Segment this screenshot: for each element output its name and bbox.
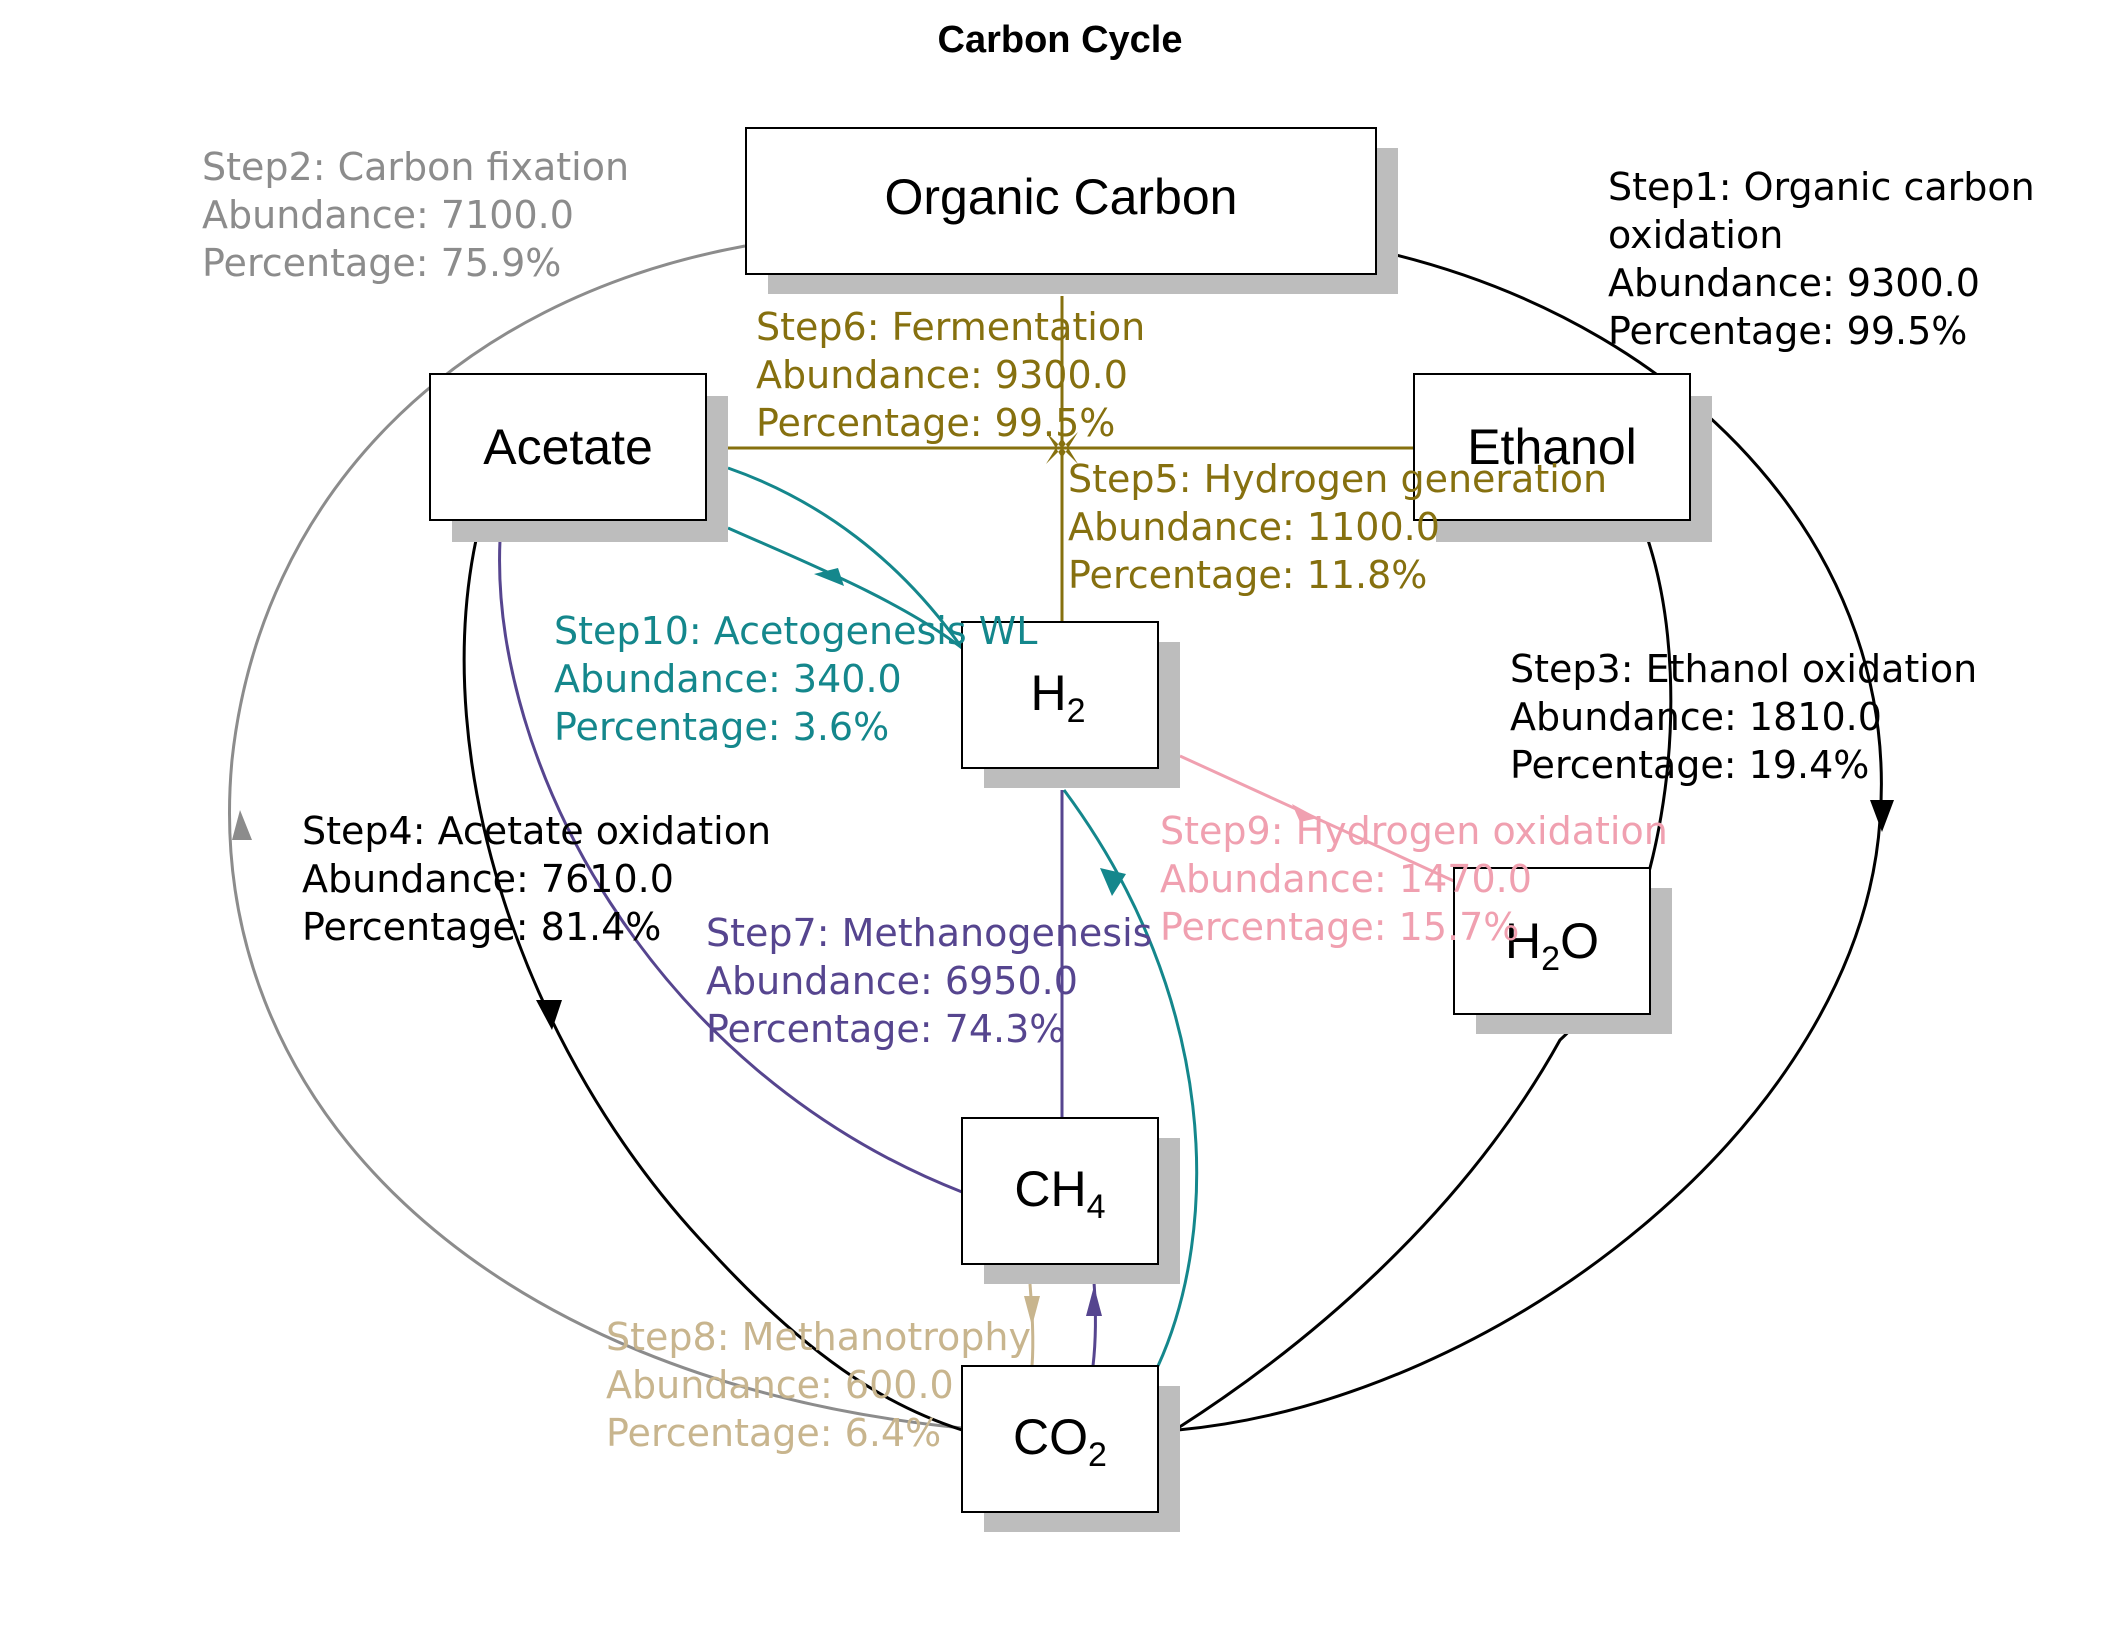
step6-name: Step6: Fermentation — [756, 305, 1145, 349]
step1-name-cont: oxidation — [1608, 213, 1783, 257]
arrow-step9 — [1292, 804, 1318, 822]
step1-name: Step1: Organic carbon — [1608, 165, 2035, 209]
node-h2-formula: H2 — [1030, 665, 1085, 730]
arrow-step10-co2 — [1100, 868, 1126, 896]
node-h2o: H2O — [1453, 867, 1672, 1034]
step10-label: Step10: Acetogenesis WL Abundance: 340.0… — [554, 609, 1050, 749]
arrow-step2 — [232, 810, 252, 840]
step9-label: Step9: Hydrogen oxidation Abundance: 147… — [1160, 809, 1680, 949]
step6-percentage: Percentage: 99.5% — [756, 401, 1115, 445]
arrow-step7 — [1086, 1286, 1102, 1316]
step7-name: Step7: Methanogenesis — [706, 911, 1152, 955]
step10-name: Step10: Acetogenesis WL — [554, 609, 1037, 653]
edge-step2-carbon-fixation — [228, 244, 963, 1430]
step7-abundance: Abundance: 6950.0 — [706, 959, 1078, 1003]
node-ch4-box — [961, 1117, 1159, 1265]
step1-label: Step1: Organic carbon oxidation Abundanc… — [1608, 165, 2047, 353]
step2-label: Step2: Carbon fixation Abundance: 7100.0… — [202, 145, 641, 285]
step9-percentage: Percentage: 15.7% — [1160, 905, 1519, 949]
node-h2o-suffix: O — [1560, 913, 1599, 969]
step6-abundance: Abundance: 9300.0 — [756, 353, 1128, 397]
step3-name: Step3: Ethanol oxidation — [1510, 647, 1977, 691]
edge-step3-ethanol-oxidation — [1177, 539, 1673, 1430]
edge-step4-acetate-oxidation — [462, 539, 963, 1432]
step7-percentage: Percentage: 74.3% — [706, 1007, 1065, 1051]
arrow-step6-junction — [1046, 432, 1078, 464]
step9-abundance: Abundance: 1470.0 — [1160, 857, 1532, 901]
node-co2-box — [961, 1365, 1159, 1513]
node-co2-subscript: 2 — [1088, 1436, 1107, 1474]
node-organic-carbon-label: Organic Carbon — [885, 169, 1238, 225]
node-co2-label: CO — [1013, 1409, 1088, 1465]
node-h2-label: H — [1030, 665, 1066, 721]
node-ch4-label: CH — [1014, 1161, 1086, 1217]
node-h2o-box — [1453, 867, 1651, 1015]
arrow-step4 — [536, 1000, 562, 1030]
step2-percentage: Percentage: 75.9% — [202, 241, 561, 285]
node-co2: CO2 — [961, 1365, 1180, 1532]
node-ethanol-box — [1413, 373, 1691, 521]
node-h2o-label: H — [1505, 913, 1541, 969]
step10-percentage: Percentage: 3.6% — [554, 705, 889, 749]
edge-step8-methanotrophy — [1028, 1283, 1035, 1367]
step4-abundance: Abundance: 7610.0 — [302, 857, 674, 901]
step3-percentage: Percentage: 19.4% — [1510, 743, 1869, 787]
node-ch4-subscript: 4 — [1087, 1188, 1106, 1226]
step8-name: Step8: Methanotrophy — [606, 1315, 1031, 1359]
node-acetate: Acetate — [429, 373, 728, 542]
node-h2-subscript: 2 — [1067, 692, 1086, 730]
step8-label: Step8: Methanotrophy Abundance: 600.0 Pe… — [606, 1315, 1043, 1455]
step8-percentage: Percentage: 6.4% — [606, 1411, 941, 1455]
step5-percentage: Percentage: 11.8% — [1068, 553, 1427, 597]
node-ethanol-label: Ethanol — [1467, 419, 1637, 475]
node-h2o-subscript: 2 — [1541, 940, 1560, 978]
edge-step9-hydrogen-oxidation — [1179, 754, 1457, 884]
step3-abundance: Abundance: 1810.0 — [1510, 695, 1882, 739]
step1-percentage: Percentage: 99.5% — [1608, 309, 1967, 353]
node-ethanol: Ethanol — [1413, 373, 1712, 542]
node-acetate-box — [429, 373, 707, 521]
step6-label: Step6: Fermentation Abundance: 9300.0 Pe… — [756, 305, 1157, 445]
step4-name: Step4: Acetate oxidation — [302, 809, 771, 853]
node-organic-carbon: Organic Carbon — [745, 127, 1398, 294]
arrow-step10 — [814, 568, 844, 586]
step10-abundance: Abundance: 340.0 — [554, 657, 902, 701]
edge-step10-acetogenesis-a — [727, 466, 964, 649]
node-organic-carbon-box — [745, 127, 1377, 275]
edge-step10-acetogenesis-b — [727, 526, 963, 650]
step2-abundance: Abundance: 7100.0 — [202, 193, 574, 237]
step9-name: Step9: Hydrogen oxidation — [1160, 809, 1668, 853]
arrow-step1 — [1870, 800, 1894, 832]
node-co2-formula: CO2 — [1013, 1409, 1107, 1474]
node-ch4-formula: CH4 — [1014, 1161, 1105, 1226]
step4-label: Step4: Acetate oxidation Abundance: 7610… — [302, 809, 783, 949]
node-h2: H2 — [961, 621, 1180, 788]
step5-name: Step5: Hydrogen generation — [1068, 457, 1607, 501]
node-acetate-label: Acetate — [483, 419, 653, 475]
node-h2-box — [961, 621, 1159, 769]
node-ch4: CH4 — [961, 1117, 1180, 1284]
step5-abundance: Abundance: 1100.0 — [1068, 505, 1440, 549]
diagram-title: Carbon Cycle — [938, 19, 1183, 61]
step4-percentage: Percentage: 81.4% — [302, 905, 661, 949]
edge-step7-methanogenesis-acetate — [498, 539, 963, 1194]
step5-label: Step5: Hydrogen generation Abundance: 11… — [1068, 457, 1619, 597]
step8-abundance: Abundance: 600.0 — [606, 1363, 954, 1407]
step7-label: Step7: Methanogenesis Abundance: 6950.0 … — [706, 911, 1165, 1051]
step1-abundance: Abundance: 9300.0 — [1608, 261, 1980, 305]
arrow-step8 — [1024, 1296, 1040, 1326]
step2-name: Step2: Carbon fixation — [202, 145, 629, 189]
step3-label: Step3: Ethanol oxidation Abundance: 1810… — [1510, 647, 1989, 787]
node-h2o-formula: H2O — [1505, 913, 1599, 978]
